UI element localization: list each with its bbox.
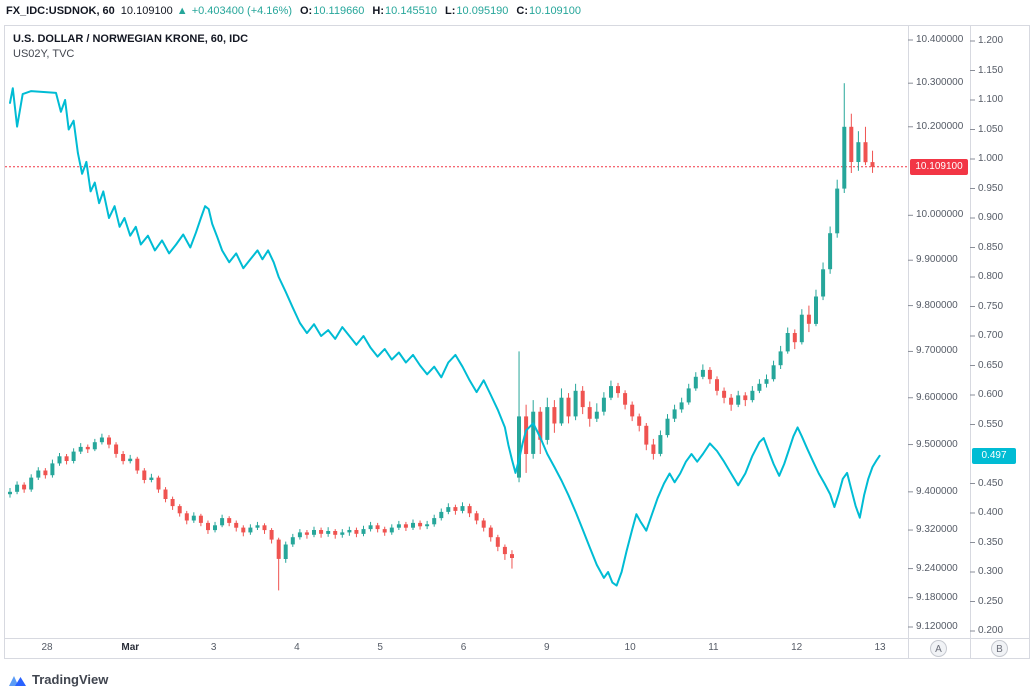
- price-axis-b-label: 0.750: [978, 300, 1004, 312]
- time-axis-label: 12: [791, 642, 803, 653]
- open-label: O:: [300, 5, 313, 17]
- price-axis-a-label: 9.800000: [916, 299, 958, 311]
- price-axis-b-label: 0.450: [978, 477, 1004, 489]
- time-axis-label: Mar: [121, 642, 140, 653]
- time-axis-label: 9: [544, 642, 550, 653]
- price-axis-a-label: 9.600000: [916, 391, 958, 403]
- close-value: 10.109100: [529, 5, 582, 17]
- price-axis-a-label: 10.000000: [916, 209, 964, 221]
- symbol-title[interactable]: FX_IDC:USDNOK, 60: [6, 5, 115, 17]
- scale-b-button[interactable]: B: [991, 640, 1008, 657]
- price-axis-a-label: 10.200000: [916, 120, 964, 132]
- price-axis-a-label: 9.120000: [916, 621, 958, 632]
- time-axis-label: 28: [41, 642, 53, 653]
- price-axis-b-label: 0.350: [978, 536, 1004, 548]
- price-axis-b-label: 0.250: [978, 595, 1004, 607]
- axis-ticks: [908, 39, 975, 632]
- price-axis-b-label: 1.200: [978, 35, 1004, 46]
- time-axis-label: 5: [377, 642, 383, 653]
- low-value: 10.095190: [456, 5, 509, 17]
- low-label: L:: [445, 5, 456, 17]
- price-axis-a-label: 9.180000: [916, 591, 958, 603]
- last-price-value: 10.109100: [120, 5, 173, 17]
- price-axis-b-label: 0.550: [978, 418, 1004, 430]
- price-axis-b-label: 0.850: [978, 241, 1004, 253]
- price-axis-b-label: 0.300: [978, 566, 1004, 577]
- line-value-badge: 0.497: [972, 447, 1016, 464]
- price-axis-a-label: 9.500000: [916, 438, 958, 450]
- open-value: 10.119660: [313, 5, 365, 17]
- price-axis-b-label: 0.800: [978, 271, 1004, 282]
- chart-area[interactable]: U.S. DOLLAR / NORWEGIAN KRONE, 60, IDC U…: [4, 25, 1030, 659]
- time-axis-label: 10: [624, 642, 636, 653]
- price-change: +0.403400 (+4.16%): [191, 5, 292, 17]
- time-axis-label: 6: [460, 642, 467, 653]
- price-axis-b-label: 0.600: [978, 389, 1004, 400]
- chart-canvas[interactable]: [4, 25, 1030, 659]
- price-axis-a-label: 9.700000: [916, 345, 958, 357]
- legend-main-series[interactable]: U.S. DOLLAR / NORWEGIAN KRONE, 60, IDC: [13, 33, 249, 45]
- candlestick-series: [8, 83, 875, 591]
- price-axis-a-label: 10.300000: [916, 77, 964, 89]
- price-axis-b-label: 0.700: [978, 330, 1004, 341]
- us02y-line: [9, 87, 881, 587]
- chart-frame: [4, 25, 1030, 659]
- last-price-badge: 10.109100: [910, 158, 968, 175]
- scale-a-button[interactable]: A: [930, 640, 947, 657]
- price-axis-a-label: 9.400000: [916, 485, 958, 497]
- price-axis-a-label: 9.320000: [916, 524, 958, 536]
- price-axis-a-label: 10.400000: [916, 34, 964, 45]
- time-axis-label: 13: [874, 642, 886, 653]
- price-axis-b-label: 1.150: [978, 64, 1004, 76]
- price-axis-b-label: 1.000: [978, 153, 1004, 164]
- tradingview-wordmark: TradingView: [32, 672, 109, 687]
- tradingview-icon: [9, 676, 26, 686]
- price-axis-b-label: 0.950: [978, 182, 1004, 194]
- legend-overlay-series[interactable]: US02Y, TVC: [13, 48, 75, 60]
- symbol-info-bar: FX_IDC:USDNOK, 60 10.109100 ▲ +0.403400 (+4…: [6, 3, 581, 19]
- price-axis-a-label: 9.240000: [916, 562, 958, 574]
- tradingview-logo[interactable]: TradingView: [8, 672, 108, 687]
- high-label: H:: [372, 5, 385, 17]
- time-axis-label: 11: [708, 642, 719, 653]
- price-axis-a-label: 9.900000: [916, 254, 958, 266]
- price-axis-b-label: 0.400: [978, 507, 1004, 518]
- change-arrow-icon: ▲: [176, 5, 188, 17]
- price-axis-b-label: 0.900: [978, 212, 1004, 223]
- price-axis-b-label: 1.100: [978, 94, 1004, 105]
- chart-legend: U.S. DOLLAR / NORWEGIAN KRONE, 60, IDC U…: [13, 32, 248, 62]
- time-axis-label: 4: [294, 642, 300, 653]
- close-label: C:: [516, 5, 529, 17]
- high-value: 10.145510: [385, 5, 438, 17]
- price-axis-b-label: 0.200: [978, 625, 1004, 636]
- price-axis-b-label: 1.050: [978, 123, 1004, 135]
- time-axis-label: 3: [210, 642, 217, 653]
- price-axis-b-label: 0.650: [978, 359, 1004, 371]
